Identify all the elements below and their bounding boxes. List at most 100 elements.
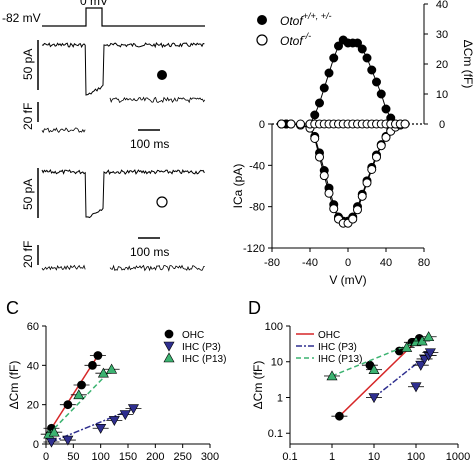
d-point <box>326 370 338 381</box>
legend-marker-open <box>256 34 268 46</box>
b-x-tick-label: 40 <box>380 257 392 269</box>
b-cm-point <box>334 41 343 51</box>
c-point <box>97 367 109 378</box>
legend-label-ko-main: Otof <box>280 34 304 48</box>
b-cm-point <box>367 65 377 75</box>
b-right-tick-label: 20 <box>436 59 448 71</box>
c-point <box>93 351 103 360</box>
c-point <box>77 380 86 390</box>
b-iv-point <box>329 204 339 214</box>
d-point <box>424 348 436 359</box>
b-iv-point <box>381 132 391 142</box>
scale-label-cap-2: 20 fF <box>21 241 35 268</box>
b-iv-point <box>348 214 358 224</box>
d-point <box>415 360 427 371</box>
b-cm-point <box>400 119 410 129</box>
c-x-tick-label: 300 <box>201 451 219 463</box>
b-right-tick-label: 10 <box>436 89 448 101</box>
c-x-tick-label: 150 <box>119 451 137 463</box>
d-x-tick-label: 0.1 <box>282 451 297 463</box>
b-y-tick-label: -120 <box>243 243 265 255</box>
c-point <box>73 389 85 400</box>
b-iv-point <box>372 152 381 162</box>
b-y-axis-title: ICa (pA) <box>231 164 245 209</box>
c-x-tick-label: 100 <box>91 451 109 463</box>
c-point <box>63 400 73 410</box>
d-y-axis-title: ΔCm (fF) <box>251 361 265 410</box>
panel-d-series <box>324 331 439 421</box>
legend-label-ko: Otof-/- <box>280 31 311 48</box>
c-point <box>127 404 139 415</box>
d-point <box>368 393 380 404</box>
b-cm-point <box>277 119 286 129</box>
cap-trace-2b <box>109 264 205 272</box>
panel-c-letter: C <box>6 298 19 318</box>
b-cm-point <box>372 77 381 87</box>
d-y-tick-label: 1 <box>277 392 283 404</box>
scale-label-time-1: 100 ms <box>130 137 169 151</box>
b-right-axis-title: ΔCm (fF) <box>461 40 474 89</box>
c-legend-marker <box>163 352 175 363</box>
b-right-tick-label: 40 <box>436 0 448 11</box>
scale-label-time-2: 100 ms <box>130 245 169 259</box>
c-point <box>108 416 120 427</box>
scale-label-current-1: 50 pA <box>21 49 35 80</box>
b-cm-point <box>296 119 305 129</box>
b-cm-point <box>381 104 391 114</box>
cap-trace-1b <box>109 96 206 104</box>
legend-label-wt-main: Otof <box>280 14 304 28</box>
panel-c-axes: 0 20 40 60 0 50 100 150 200 250 300 ΔCm (fF) <box>7 321 219 463</box>
b-cm-point <box>353 38 362 48</box>
c-point <box>119 410 131 421</box>
trace-1: 50 pA 20 fF 100 ms <box>21 40 206 151</box>
d-x-tick-label: 1000 <box>446 451 470 463</box>
current-trace-2 <box>41 168 205 219</box>
c-point <box>48 426 60 437</box>
b-cm-point <box>310 110 320 120</box>
b-iv-point <box>353 205 362 215</box>
d-point <box>334 411 344 421</box>
c-legend-label: IHC (P3) <box>182 342 221 353</box>
c-y-axis-title: ΔCm (fF) <box>7 361 21 410</box>
c-y-tick-label: 40 <box>27 360 39 372</box>
current-trace-1 <box>41 41 205 96</box>
cap-trace-2a <box>41 264 86 271</box>
trace-1-marker-filled <box>157 70 167 80</box>
b-y-tick-label: -80 <box>249 202 265 214</box>
d-y-tick-label: 10 <box>271 357 283 369</box>
b-cm-point <box>315 98 324 108</box>
d-fit-line-2 <box>331 336 429 377</box>
b-iv-point <box>362 178 372 188</box>
b-cm-point <box>329 53 339 63</box>
c-legend-marker <box>163 341 175 352</box>
b-x-axis-title: V (mV) <box>329 273 366 287</box>
b-x-tick-label: -80 <box>264 257 280 269</box>
d-legend-label: IHC (P3) <box>318 342 357 353</box>
b-iv-point <box>324 188 334 198</box>
legend-label-wt: Otof+/+, +/- <box>280 11 331 28</box>
scale-label-cap-1: 20 fF <box>21 103 35 130</box>
panel-b-axes: -120 -80 -40 0 -80 -40 0 40 80 V (mV) ICa (pA) 0 10 2… <box>231 0 474 287</box>
d-x-tick-label: 1 <box>329 451 335 463</box>
protocol-step-label: 0 mV <box>80 0 108 8</box>
b-cm-point <box>376 89 386 99</box>
b-y-tick-label: 0 <box>259 119 265 131</box>
d-point <box>368 364 380 374</box>
b-iv-point <box>319 171 329 181</box>
b-y-tick-label: -40 <box>249 160 265 172</box>
b-x-tick-label: 0 <box>345 257 351 269</box>
c-point <box>95 423 107 434</box>
protocol-hold-label: -82 mV <box>2 11 41 25</box>
legend-label-ko-sup: -/- <box>303 31 312 41</box>
b-cm-point <box>362 53 372 63</box>
c-x-tick-label: 50 <box>67 451 79 463</box>
b-iv-point <box>310 133 320 143</box>
b-iv-point <box>357 191 367 201</box>
b-x-tick-label: -40 <box>302 257 318 269</box>
scale-label-current-2: 50 pA <box>21 179 35 210</box>
